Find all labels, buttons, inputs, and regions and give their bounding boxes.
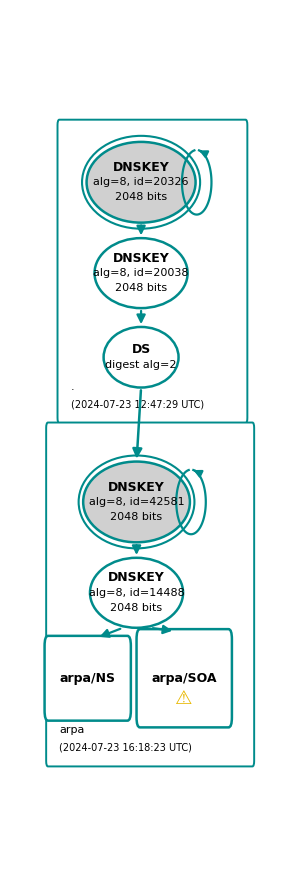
Text: DS: DS xyxy=(132,343,151,357)
Text: arpa/NS: arpa/NS xyxy=(60,672,116,684)
Text: ⚠: ⚠ xyxy=(176,689,193,708)
Text: DNSKEY: DNSKEY xyxy=(108,481,165,494)
Text: (2024-07-23 12:47:29 UTC): (2024-07-23 12:47:29 UTC) xyxy=(71,399,204,409)
Text: DNSKEY: DNSKEY xyxy=(113,161,169,174)
Text: alg=8, id=42581: alg=8, id=42581 xyxy=(89,497,184,507)
Text: (2024-07-23 16:18:23 UTC): (2024-07-23 16:18:23 UTC) xyxy=(59,742,192,753)
Text: 2048 bits: 2048 bits xyxy=(110,512,163,522)
Ellipse shape xyxy=(90,558,183,628)
Ellipse shape xyxy=(87,142,196,223)
FancyBboxPatch shape xyxy=(46,422,254,766)
Text: DNSKEY: DNSKEY xyxy=(113,252,169,265)
Text: 2048 bits: 2048 bits xyxy=(115,192,167,202)
FancyBboxPatch shape xyxy=(45,636,131,721)
Text: 2048 bits: 2048 bits xyxy=(115,283,167,293)
Ellipse shape xyxy=(95,238,188,309)
FancyBboxPatch shape xyxy=(137,629,232,727)
Text: 2048 bits: 2048 bits xyxy=(110,602,163,613)
FancyBboxPatch shape xyxy=(57,120,247,423)
Text: DNSKEY: DNSKEY xyxy=(108,572,165,585)
Text: arpa: arpa xyxy=(59,725,85,735)
Text: alg=8, id=20326: alg=8, id=20326 xyxy=(93,177,189,187)
Ellipse shape xyxy=(104,327,178,387)
Text: arpa/SOA: arpa/SOA xyxy=(151,672,217,684)
Text: digest alg=2: digest alg=2 xyxy=(105,359,177,370)
Ellipse shape xyxy=(83,461,190,542)
Text: alg=8, id=20038: alg=8, id=20038 xyxy=(93,268,189,278)
Text: alg=8, id=14488: alg=8, id=14488 xyxy=(89,588,184,598)
Text: .: . xyxy=(71,382,74,392)
